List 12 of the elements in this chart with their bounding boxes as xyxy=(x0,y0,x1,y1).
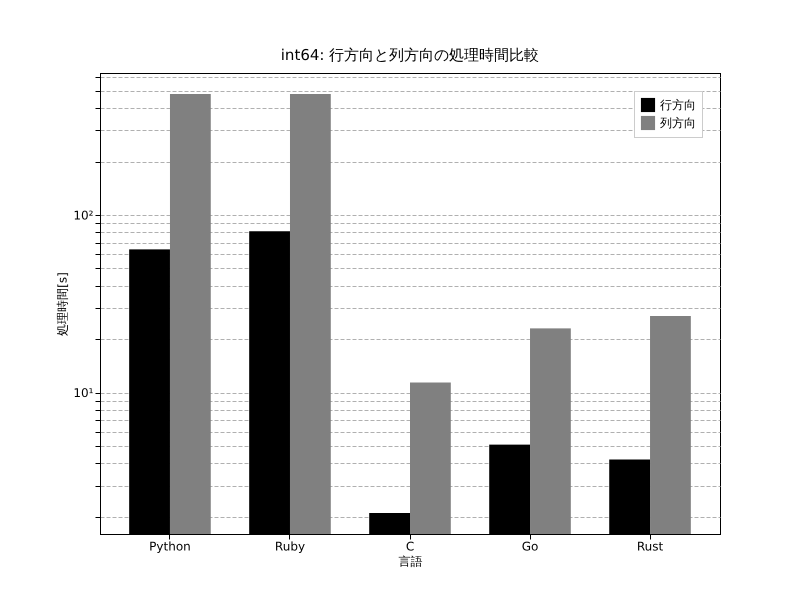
legend-label: 列方向 xyxy=(660,116,696,130)
x-axis-title: 言語 xyxy=(398,554,422,568)
x-tick-label: Ruby xyxy=(274,540,306,554)
legend-label: 行方向 xyxy=(660,98,696,112)
x-tick-label: Python xyxy=(149,540,191,554)
x-tick-label: Rust xyxy=(636,540,664,554)
y-tick-label: 10² xyxy=(73,208,94,222)
chart-title: int64: 行方向と列方向の処理時間比較 xyxy=(280,46,540,64)
y-axis-title: 処理時間[s] xyxy=(55,272,70,336)
x-tick-label: C xyxy=(406,540,414,554)
y-tick-label: 10¹ xyxy=(73,386,94,400)
x-tick-label: Go xyxy=(522,540,538,554)
